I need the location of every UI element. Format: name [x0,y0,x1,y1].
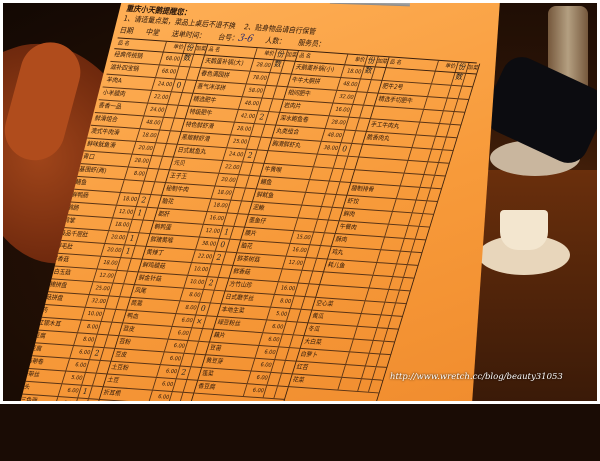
item-add-cell [392,303,405,315]
item-add-cell [85,399,98,404]
item-add-cell [400,278,413,290]
item-add-cell [176,406,189,418]
item-qty [74,398,89,404]
item-add-cell [427,189,440,201]
item-add-cell [408,252,421,264]
time-label: 送单时间： [170,29,208,41]
item-add-cell [431,176,444,188]
item-price: 3.00 [145,403,169,404]
item-price: 4.00 [51,410,74,423]
item-add-cell [451,112,464,124]
item-add-cell [435,163,448,175]
waiter-label: 服务员： [297,38,327,49]
item-add-cell [404,265,417,277]
thumb [0,35,88,168]
teacup [500,210,548,250]
item-add-cell [459,87,472,99]
item-add-cell [396,291,409,303]
hall-label: 中堂 [144,27,161,38]
item-add-cell [385,329,398,341]
item-add-cell [412,240,425,252]
table [470,170,600,404]
item-name: 香豆腐 [194,380,248,397]
date-label: 日期 [118,25,135,36]
item-add-cell [388,316,401,328]
item-add-cell [455,99,468,111]
item-add-cell [416,227,429,239]
watermark: http://www.wretch.cc/blog/beauty31053 [390,372,563,382]
clipboard-clip [329,0,411,7]
handwritten-table-number: 3-6 [236,32,255,45]
item-qty [71,411,85,424]
header-add: 加菜 [467,64,479,72]
item-add-cell [81,412,94,424]
item-add-cell [463,74,476,86]
item-add-cell [369,380,382,392]
table-label: 台号：3-6 [217,31,255,44]
item-add-cell [424,201,437,213]
item-add-cell [381,342,394,354]
item-add-cell [420,214,433,226]
item-add-cell [377,354,390,366]
item-add-cell [373,367,386,379]
guests-label: 人数： [264,35,288,47]
item-add-cell [439,150,452,162]
menu-item-row: 手工担担面 4.00 [1,406,95,425]
item-name: 花菜 [289,374,342,390]
item-qty [165,405,179,418]
item-name: 手工担担面 [1,406,54,421]
item-add-cell [447,125,460,137]
item-name: 养颜龟苓膏 [95,399,149,404]
item-add-cell [443,138,456,150]
